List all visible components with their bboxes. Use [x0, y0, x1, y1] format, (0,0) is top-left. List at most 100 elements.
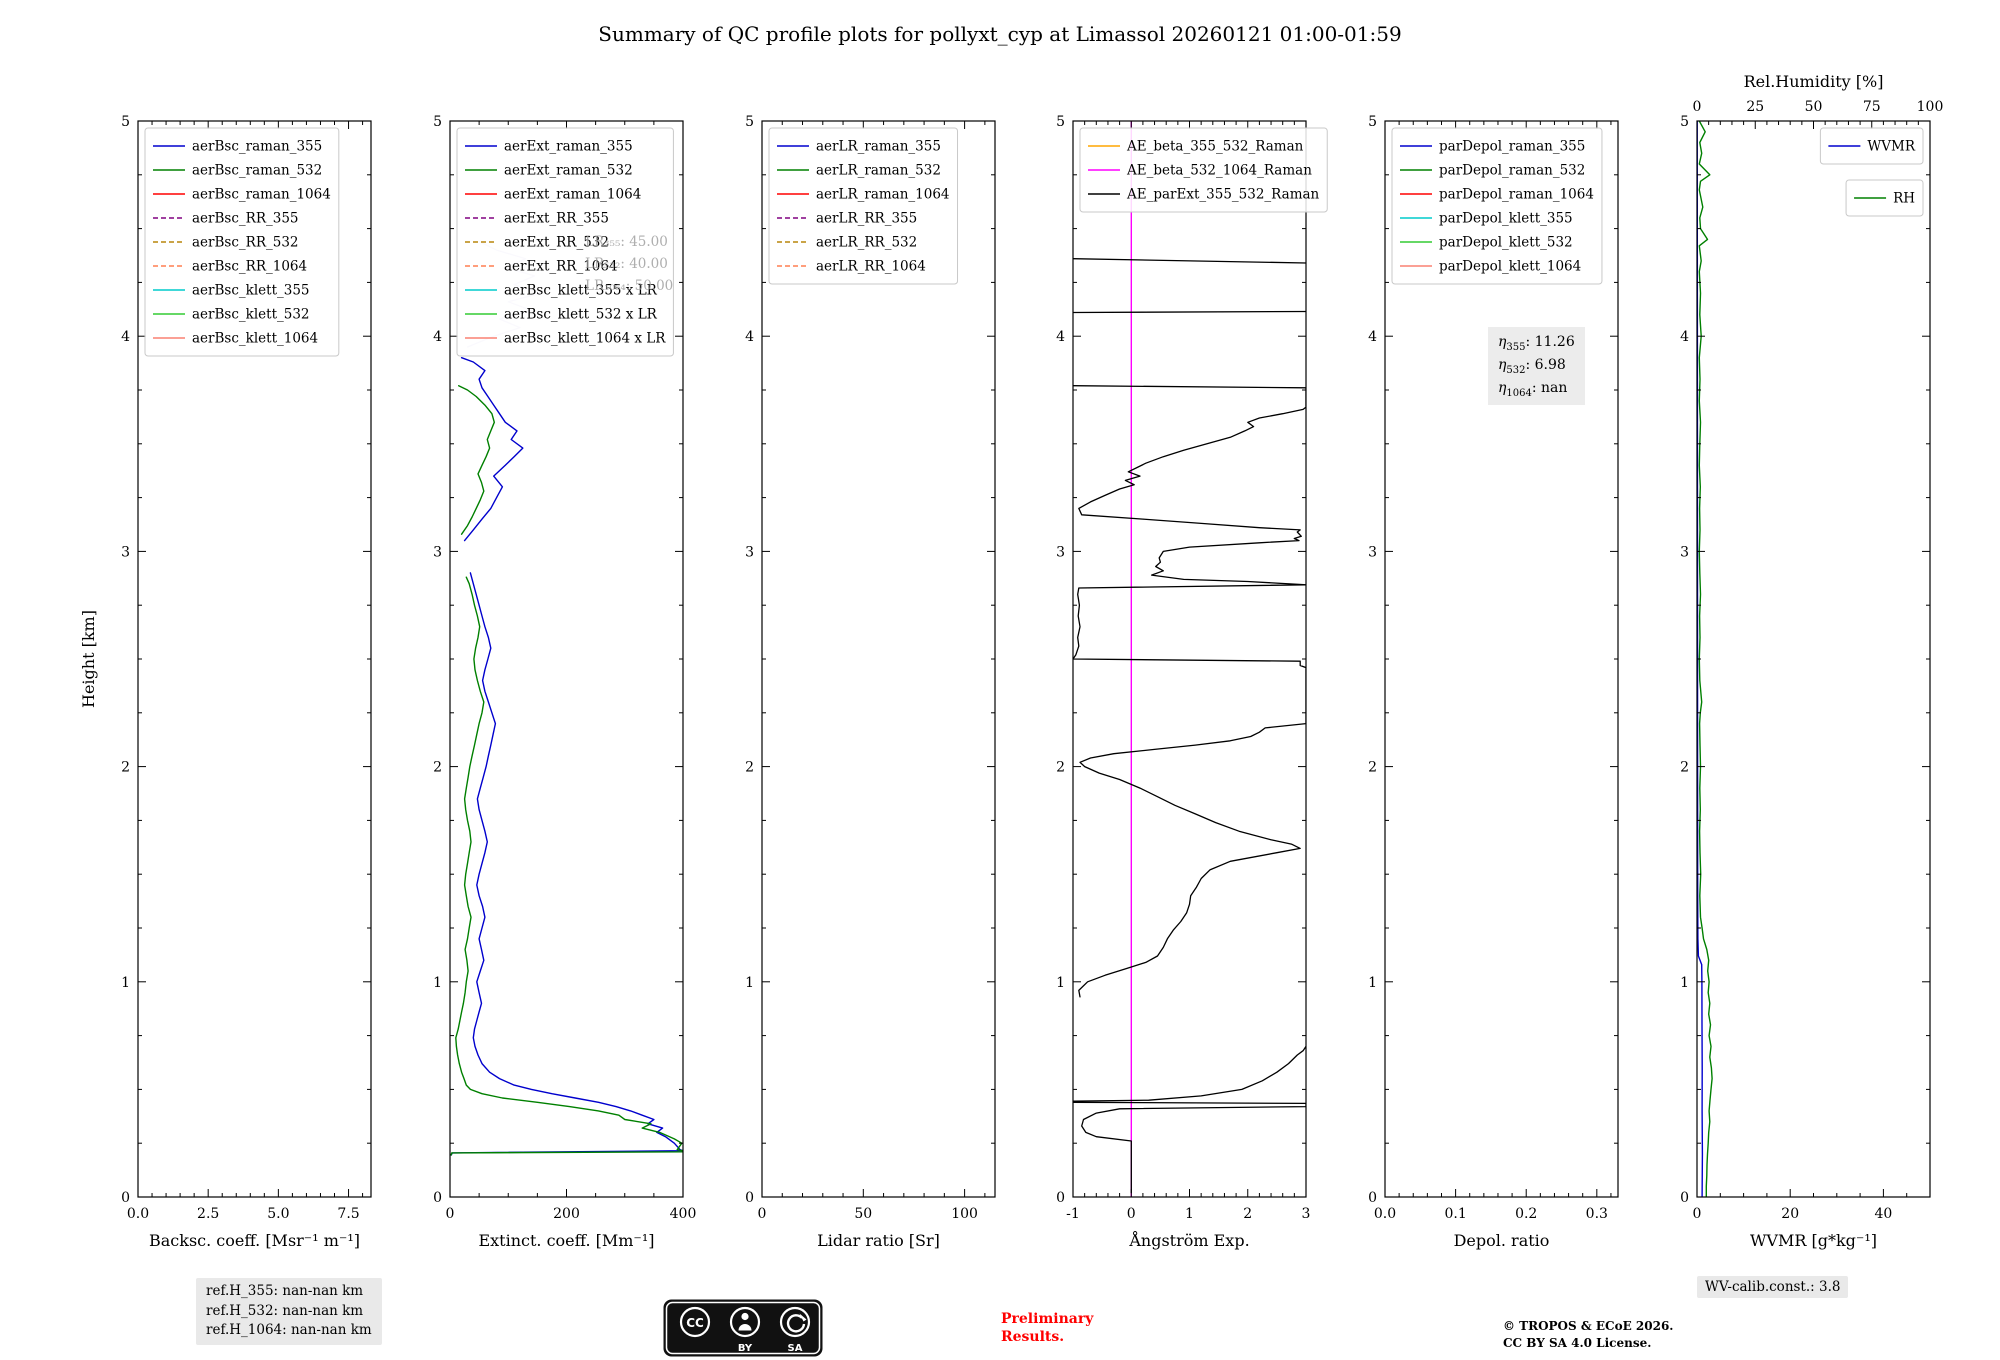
y-tick-label: 5 [1680, 114, 1689, 130]
eta-annotation-box: η355: 11.26 η532: 6.98 η1064: nan [1488, 327, 1585, 406]
y-tick-label: 4 [433, 329, 442, 345]
cc-icon-letters: CC [686, 1316, 704, 1330]
legend-label: aerExt_RR_355 [504, 211, 609, 227]
x-tick-label: 100 [951, 1206, 978, 1222]
eta-row-532: η532: 6.98 [1498, 355, 1575, 378]
legend-label: parDepol_klett_355 [1439, 211, 1573, 227]
legend: WVMR [1819, 127, 1924, 165]
sa-label: SA [788, 1343, 803, 1354]
by-person-icon [729, 1306, 761, 1338]
y-tick-label: 2 [1680, 760, 1689, 776]
plot-area [762, 121, 995, 1197]
top-tick-label: 25 [1746, 99, 1764, 115]
legend: aerExt_raman_355 aerExt_raman_532 aerExt_r… [456, 127, 674, 357]
lr-watermark: LR₅₃₂: 40.00 [585, 256, 668, 272]
preliminary-line-2: Results. [1001, 1328, 1065, 1345]
y-tick-label: 1 [121, 975, 130, 991]
eta-sub: 532 [1506, 364, 1526, 376]
y-tick-label: 3 [433, 544, 442, 560]
series-aerExt_raman_355 [450, 572, 683, 1156]
reference-height-box: ref.H_355: nan-nan km ref.H_532: nan-nan… [196, 1278, 382, 1345]
eta-symbol: η [1498, 334, 1507, 350]
series-aerExt_raman_355 [460, 357, 524, 542]
eta-value: : nan [1531, 379, 1568, 396]
y-tick-label: 1 [433, 975, 442, 991]
x-tick-label: 0.0 [1374, 1206, 1396, 1222]
eta-row-355: η355: 11.26 [1498, 332, 1575, 355]
top-tick-label: 100 [1917, 99, 1944, 115]
legend-label: parDepol_raman_1064 [1439, 187, 1594, 203]
y-tick-label: 1 [1056, 975, 1065, 991]
legend-label: aerBsc_RR_532 [192, 235, 299, 251]
legend-box [768, 127, 959, 285]
cc-icon [679, 1306, 711, 1338]
y-tick-label: 5 [121, 114, 130, 130]
cc-license-badge: CC BY SA [663, 1299, 823, 1357]
copyright-line-2: CC BY SA 4.0 License. [1503, 1335, 1652, 1350]
lr-watermark: LR₃₅₅: 45.00 [585, 234, 668, 250]
legend-label: aerExt_raman_355 [504, 139, 633, 155]
x-tick-label: 0 [1127, 1206, 1136, 1222]
x-tick-label: 0.0 [127, 1206, 149, 1222]
series-AE_parExt_355_532_Raman [1073, 310, 1306, 314]
y-tick-label: 3 [121, 544, 130, 560]
legend-label: aerBsc_RR_1064 [192, 259, 307, 275]
ref-height-532: ref.H_532: nan-nan km [206, 1302, 364, 1319]
top-tick-label: 0 [1693, 99, 1702, 115]
y-tick-label: 1 [745, 975, 754, 991]
wv-calibration-note: WV-calib.const.: 3.8 [1697, 1276, 1849, 1298]
legend: aerBsc_raman_355 aerBsc_raman_532 aerBsc_r… [144, 127, 340, 357]
y-tick-label: 5 [1368, 114, 1377, 130]
y-tick-label: 4 [121, 329, 130, 345]
x-tick-label: 1 [1185, 1206, 1194, 1222]
legend-label: aerBsc_klett_532 x LR [504, 307, 658, 323]
y-tick-label: 2 [745, 760, 754, 776]
x-tick-label: 5.0 [267, 1206, 289, 1222]
eta-symbol: η [1498, 379, 1507, 396]
y-tick-label: 2 [121, 760, 130, 776]
sa-arrow-icon [779, 1306, 811, 1338]
person-head [741, 1312, 749, 1321]
legend: parDepol_raman_355 parDepol_raman_532 parD… [1391, 127, 1603, 285]
legend-label: RH [1893, 191, 1915, 207]
legend-box [1391, 127, 1603, 285]
legend-box [456, 127, 674, 357]
y-tick-label: 4 [745, 329, 754, 345]
copyright-line-1: © TROPOS & ECoE 2026. [1503, 1319, 1674, 1333]
x-tick-label: 400 [670, 1206, 697, 1222]
legend-box [1079, 127, 1328, 213]
legend-label: parDepol_raman_355 [1439, 139, 1585, 155]
tick-marks [761, 120, 995, 1198]
x-axis-title: Depol. ratio [1454, 1231, 1550, 1250]
legend-label: aerLR_RR_1064 [816, 259, 926, 275]
eta-sub: 355 [1506, 341, 1526, 353]
legend-label: aerBsc_RR_355 [192, 211, 299, 227]
legend-label: aerBsc_raman_532 [192, 163, 322, 179]
legend-label: aerExt_RR_532 [504, 235, 609, 251]
x-axis-title: WVMR [g*kg⁻¹] [1750, 1231, 1877, 1250]
x-tick-label: -1 [1066, 1206, 1080, 1222]
y-tick-label: 3 [1680, 544, 1689, 560]
eta-value: : 6.98 [1525, 356, 1566, 373]
person-body [738, 1324, 752, 1331]
y-tick-label: 3 [745, 544, 754, 560]
y-tick-label: 4 [1056, 329, 1065, 345]
series-RH [1698, 121, 1713, 1197]
legend-label: aerLR_RR_532 [816, 235, 917, 251]
series-AE_parExt_355_532_Raman [1073, 1045, 1306, 1194]
legend-label: aerBsc_raman_1064 [192, 187, 331, 203]
y-tick-label: 0 [1368, 1190, 1377, 1206]
top-axis-title: Rel.Humidity [%] [1744, 72, 1884, 91]
y-tick-label: 2 [1368, 760, 1377, 776]
x-axis-title: Ångström Exp. [1128, 1230, 1249, 1250]
eta-sub: 1064 [1506, 387, 1532, 399]
x-tick-label: 200 [553, 1206, 580, 1222]
y-tick-label: 5 [433, 114, 442, 130]
legend-box [1819, 127, 1924, 165]
x-axis-title: Lidar ratio [Sr] [817, 1231, 940, 1250]
x-tick-label: 0.2 [1515, 1206, 1537, 1222]
series-group [1073, 121, 1306, 1197]
x-tick-label: 50 [854, 1206, 872, 1222]
legend-label: parDepol_raman_532 [1439, 163, 1585, 179]
